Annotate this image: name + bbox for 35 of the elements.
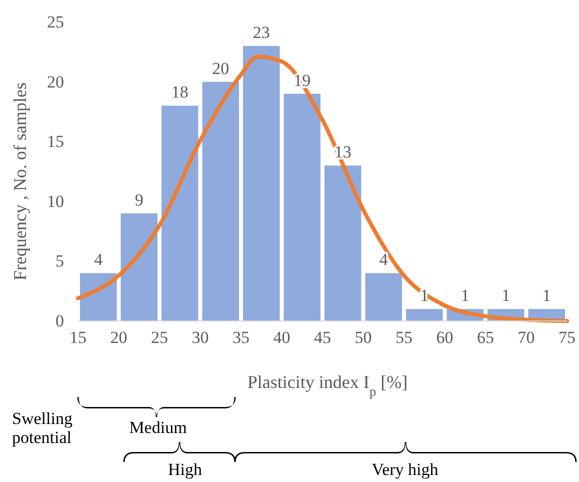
x-tick-label: 70: [518, 328, 535, 348]
data-label: 1: [460, 286, 470, 306]
y-tick-label: 10: [47, 192, 64, 211]
y-tick-label: 25: [47, 12, 64, 32]
y-tick-label: 20: [47, 72, 64, 92]
data-label: 4: [379, 250, 388, 270]
data-label: 9: [134, 190, 144, 210]
x-axis-title: Plasticity index I$_{p}$ [%]: [247, 372, 408, 398]
x-tick-label: 60: [436, 328, 454, 348]
x-tick-label: 15: [70, 328, 86, 348]
x-tick-label: 35: [232, 328, 250, 348]
text: High: [168, 460, 202, 479]
y-tick-label: 0: [56, 311, 64, 330]
x-tick-label: 65: [477, 328, 494, 348]
text: Swelling potential: [12, 409, 73, 447]
data-label: 20: [212, 58, 230, 78]
x-tick-label: 45: [314, 328, 331, 348]
x-tick-label: 20: [110, 328, 128, 348]
data-label: 18: [171, 82, 188, 102]
x-tick-label: 30: [192, 328, 209, 348]
y-axis-title: Frequency , No. of samples: [10, 82, 30, 280]
text: Medium: [129, 418, 187, 437]
y-tick-label: 5: [56, 252, 64, 271]
data-label: 23: [252, 22, 270, 42]
x-tick-label: 40: [273, 328, 290, 348]
data-label: 1: [542, 286, 551, 306]
y-tick-label: 15: [47, 132, 64, 152]
x-tick-label: 25: [151, 328, 168, 348]
line-series: [76, 54, 569, 323]
x-tick-label: 50: [354, 328, 372, 348]
x-tick-label: 55: [396, 328, 412, 348]
x-tick-label: 75: [558, 328, 576, 348]
text: Very high: [372, 460, 439, 479]
data-label: 4: [94, 250, 104, 270]
data-label: 1: [502, 286, 510, 306]
